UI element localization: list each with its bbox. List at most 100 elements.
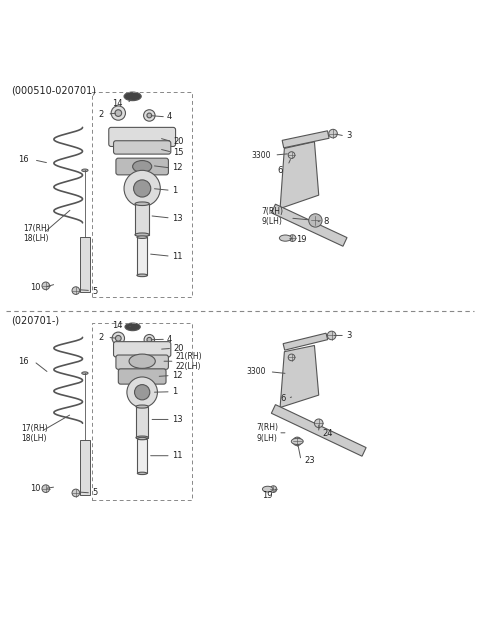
Text: (000510-020701): (000510-020701) [11,85,96,95]
Text: 19: 19 [296,235,306,244]
Ellipse shape [137,236,147,238]
FancyBboxPatch shape [80,237,90,292]
Ellipse shape [124,92,141,101]
Text: 16: 16 [18,155,29,164]
Circle shape [270,486,277,492]
Text: 3: 3 [346,331,351,340]
Text: 1: 1 [172,186,177,195]
Ellipse shape [291,438,303,445]
Circle shape [309,214,322,227]
Circle shape [288,152,295,159]
Circle shape [115,110,121,117]
Circle shape [311,216,320,225]
Text: (020701-): (020701-) [11,316,59,326]
Text: 14: 14 [113,321,123,330]
Circle shape [127,377,157,408]
Circle shape [72,287,80,295]
Text: 4: 4 [167,335,172,344]
Text: 10: 10 [30,484,40,493]
Circle shape [314,419,323,428]
Text: 19: 19 [262,492,273,500]
Text: 6: 6 [280,394,285,403]
Polygon shape [283,333,328,350]
Circle shape [144,110,155,121]
FancyBboxPatch shape [116,158,168,175]
Circle shape [147,337,152,342]
Circle shape [289,234,296,241]
Text: 11: 11 [172,451,182,460]
Ellipse shape [137,274,147,277]
Text: 20: 20 [173,344,184,353]
Ellipse shape [82,169,88,172]
Ellipse shape [136,405,148,408]
Circle shape [133,180,151,197]
Ellipse shape [135,202,149,206]
Text: 2: 2 [99,110,104,119]
FancyBboxPatch shape [109,127,176,147]
Text: 2: 2 [99,333,104,342]
FancyBboxPatch shape [114,140,171,154]
FancyBboxPatch shape [114,342,171,357]
Text: 10: 10 [30,283,40,292]
Circle shape [327,331,336,340]
Circle shape [72,489,80,497]
Ellipse shape [263,487,273,492]
Ellipse shape [136,436,148,439]
Circle shape [329,129,337,138]
Text: 14: 14 [113,99,123,108]
Circle shape [124,171,160,207]
Polygon shape [280,345,319,408]
Circle shape [42,485,49,492]
Text: 3300: 3300 [252,150,271,159]
Circle shape [288,354,295,361]
Text: 1: 1 [172,387,177,396]
Polygon shape [271,404,366,456]
FancyBboxPatch shape [136,406,148,438]
Text: 20: 20 [173,137,184,146]
Text: 24: 24 [322,429,333,438]
Text: 17(RH)
18(LH): 17(RH) 18(LH) [22,424,48,443]
FancyBboxPatch shape [135,204,149,234]
Text: 6: 6 [277,166,283,175]
Ellipse shape [279,235,291,241]
Circle shape [111,106,125,120]
Text: 15: 15 [173,148,184,157]
Text: 3300: 3300 [247,367,266,376]
Ellipse shape [132,161,152,172]
Circle shape [116,335,121,341]
Ellipse shape [125,323,140,330]
Circle shape [134,384,150,400]
Text: 13: 13 [172,214,182,223]
Ellipse shape [137,438,147,440]
Polygon shape [280,142,319,209]
Circle shape [144,334,155,345]
Ellipse shape [137,472,147,475]
FancyBboxPatch shape [137,438,147,473]
Text: 8: 8 [323,217,328,226]
Circle shape [112,332,124,344]
FancyBboxPatch shape [80,440,90,495]
Circle shape [293,437,301,446]
Text: 5: 5 [92,488,97,497]
FancyBboxPatch shape [137,237,147,275]
Text: 21(RH)
22(LH): 21(RH) 22(LH) [176,352,202,371]
Text: 12: 12 [172,164,182,172]
Text: 7(RH)
9(LH): 7(RH) 9(LH) [257,423,279,443]
Text: 11: 11 [172,251,182,261]
Text: 12: 12 [172,371,182,380]
Text: 5: 5 [92,287,97,295]
Text: 16: 16 [18,357,29,366]
Ellipse shape [135,233,149,236]
Text: 13: 13 [172,415,182,424]
Ellipse shape [82,372,88,374]
Text: 17(RH)
18(LH): 17(RH) 18(LH) [23,224,49,243]
Polygon shape [271,204,347,246]
Polygon shape [282,131,329,148]
Circle shape [147,113,152,118]
Text: 23: 23 [304,456,315,465]
FancyBboxPatch shape [118,369,166,384]
Text: 4: 4 [167,112,172,122]
FancyBboxPatch shape [116,355,168,369]
Text: 7(RH)
9(LH): 7(RH) 9(LH) [262,207,284,226]
Ellipse shape [129,354,156,369]
